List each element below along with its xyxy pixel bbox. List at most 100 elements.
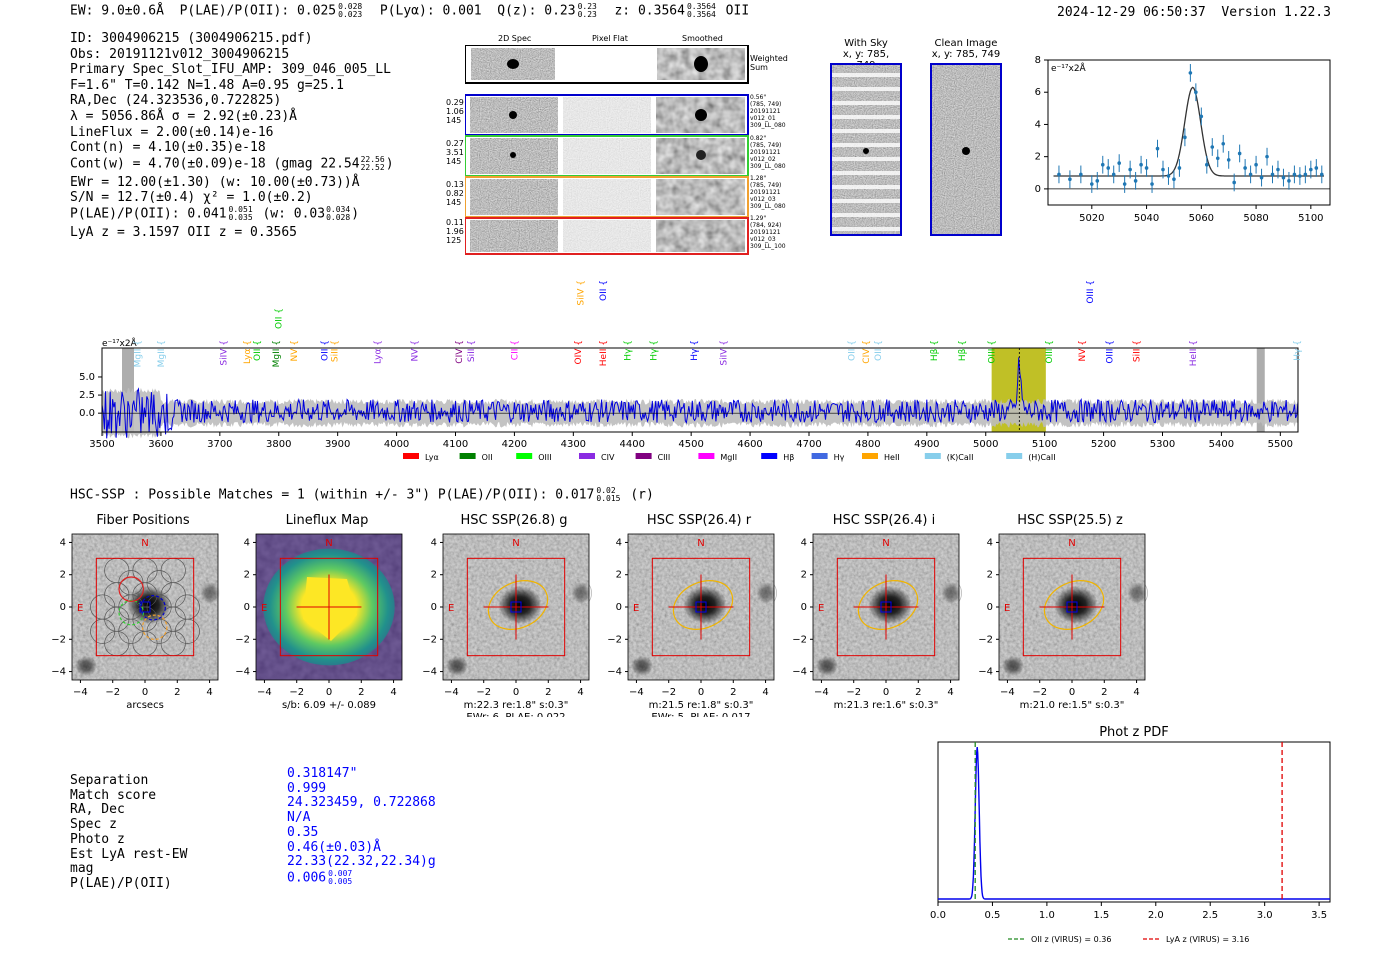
linefit-marker — [1243, 166, 1247, 170]
match-value-lya-ew: 0.46(±0.03)Å — [287, 839, 381, 855]
spectrum-line-marker: SiII { — [467, 340, 477, 362]
hsc-summary-text: HSC-SSP : Possible Matches = 1 (within +… — [70, 487, 595, 503]
linefit-marker — [1226, 158, 1231, 162]
header-plae-lo: 0.023 — [338, 10, 363, 19]
match-value-radec: 24.323459, 0.722868 — [287, 795, 436, 811]
search-box — [466, 557, 566, 657]
linefit-point — [1133, 171, 1138, 190]
fiber-row-4 — [465, 217, 749, 255]
linefit-point — [1139, 155, 1143, 174]
spectrum-flux-line — [101, 357, 1299, 439]
spectrum-xtick-label: 5500 — [1268, 439, 1293, 450]
fiber-orange — [141, 614, 168, 641]
linefit-point — [1079, 165, 1083, 184]
cutout-title: HSC SSP(26.8) g — [460, 513, 568, 528]
cutout-galaxy — [498, 586, 542, 624]
linefit-marker — [1111, 172, 1116, 177]
spectrum-line-marker: OIV { — [574, 340, 584, 364]
info-ewr: EWr = 12.00(±1.30) (w: 10.00(±0.73))Å — [70, 174, 360, 190]
linefit-point — [1117, 154, 1121, 172]
cutout-ytick-label: −2 — [978, 634, 993, 645]
spectrum-legend-item: MgII — [698, 453, 737, 462]
cutout-ytick-label: 2 — [801, 570, 807, 581]
linefit-marker — [1106, 166, 1111, 170]
match-label-score: Match score — [70, 787, 157, 803]
spectrum-line-marker: CIV { — [862, 340, 872, 364]
linefit-xtick-label: 5040 — [1134, 213, 1159, 224]
spectrum-line-marker: OII { — [321, 340, 331, 361]
linefit-marker — [1079, 172, 1083, 177]
spectrum-legend-item: CIV — [579, 453, 615, 462]
cutout-hsc-z: HSC SSP(25.5) z N E 4 2 0 −2 −4 −4 −2 0 2 4 m:21.0 re… — [959, 510, 1149, 725]
linefit-ytick-label: 4 — [1035, 119, 1041, 130]
linefit-marker — [1199, 114, 1204, 119]
legend-swatch — [862, 453, 878, 459]
cutout-title: Lineflux Map — [285, 513, 369, 528]
cutout-ytick-label: −2 — [235, 634, 250, 645]
cutout-ytick-label: 2 — [60, 570, 66, 581]
spectrum-legend-item: Lyα — [403, 453, 439, 462]
cutout-xtick-label: −4 — [444, 687, 459, 698]
linefit-point — [1111, 165, 1116, 184]
cutout-xtick-label: 2 — [174, 687, 180, 698]
spectrum-line-marker: Lyα { — [243, 340, 253, 364]
linefit-point — [1232, 173, 1236, 192]
spectrum-legend-item: Hβ — [761, 453, 794, 462]
cutout-xtick-label: −2 — [476, 687, 491, 698]
photz-legend-oii: OII z (VIRUS) = 0.36 — [1031, 935, 1111, 944]
spectrum-line-marker: NV { — [410, 340, 420, 361]
spectrum-xtick-label: 4400 — [620, 439, 645, 450]
header-ew: EW: 9.0±0.6Å — [70, 3, 164, 19]
linefit-marker — [1095, 179, 1100, 183]
linefit-ylabel: e⁻¹⁷x2Å — [1051, 62, 1087, 74]
cutout-ytick-label: 4 — [244, 537, 250, 548]
linefit-point — [1166, 167, 1171, 185]
photz-legend-lya: LyA z (VIRUS) = 3.16 — [1166, 935, 1249, 944]
linefit-point — [1276, 160, 1280, 179]
search-box — [279, 557, 379, 657]
linefit-marker — [1194, 90, 1198, 95]
cutout-ytick-label: −2 — [422, 634, 437, 645]
cutout-xtick-label: −2 — [105, 687, 120, 698]
linefit-point — [1319, 165, 1324, 184]
cutout-xtick-label: 2 — [1101, 687, 1107, 698]
spectrum-line-marker: SiII { — [1133, 340, 1143, 362]
cutout-image: N E 4 2 0 −2 −4 −4 −2 0 2 4 m:21.5 re:1.8" s:0.3"EWr… — [607, 533, 777, 717]
neighbor-circle — [931, 578, 962, 609]
cutout-ytick-label: −4 — [792, 667, 807, 678]
cutout-neighbor-right — [571, 582, 591, 604]
spectrum-legend-item: (H)CaII — [1006, 453, 1056, 462]
cutout-xtick-label: 4 — [762, 687, 768, 698]
cutout-ytick-label: 0 — [244, 602, 250, 613]
linefit-marker — [1232, 180, 1236, 185]
spectrum-ytick-label: 0.0 — [79, 408, 95, 419]
cutout-xtick-label: −2 — [1032, 687, 1047, 698]
legend-swatch — [811, 453, 828, 459]
legend-label: (H)CaII — [1028, 453, 1055, 462]
fiber-blue — [140, 595, 166, 621]
info-id: ID: 3004906215 (3004906215.pdf) — [70, 31, 313, 46]
linefit-point — [1100, 155, 1105, 174]
fiber-row-3-left: 0.13 0.82 145 — [446, 180, 464, 207]
cutout-galaxy — [127, 586, 171, 624]
info-lya: LyA z = 3.1597 OII z = 0.3565 — [70, 224, 297, 240]
spectrum-line-marker: CII { — [510, 340, 520, 360]
match-label-photoz: Photo z — [70, 831, 125, 847]
legend-label: OIII — [538, 453, 551, 462]
cutout-neighbor-right — [200, 582, 220, 604]
linefit-point — [1281, 168, 1286, 187]
east-label: E — [77, 603, 83, 614]
cutout-title: HSC SSP(26.4) i — [832, 513, 936, 528]
lineflux-core — [303, 577, 357, 641]
linefit-marker — [1248, 172, 1253, 177]
legend-swatch — [1006, 453, 1023, 459]
spec2d-header-pixelflat: Pixel Flat — [592, 34, 628, 43]
linefit-marker — [1183, 135, 1187, 140]
linefit-marker — [1265, 154, 1269, 159]
fiber-row-3-right: 1.28" (785, 749) 20191121 v012_03 309_LL_080 — [750, 175, 786, 210]
linefit-ytick-label: 2 — [1035, 152, 1041, 163]
info-primary: Primary Spec_Slot_IFU_AMP: 309_046_005_L… — [70, 62, 391, 78]
spectrum-xtick-label: 4600 — [737, 439, 762, 450]
fiber-row-3 — [465, 176, 749, 218]
info-plae-w-end: ) — [351, 206, 360, 222]
